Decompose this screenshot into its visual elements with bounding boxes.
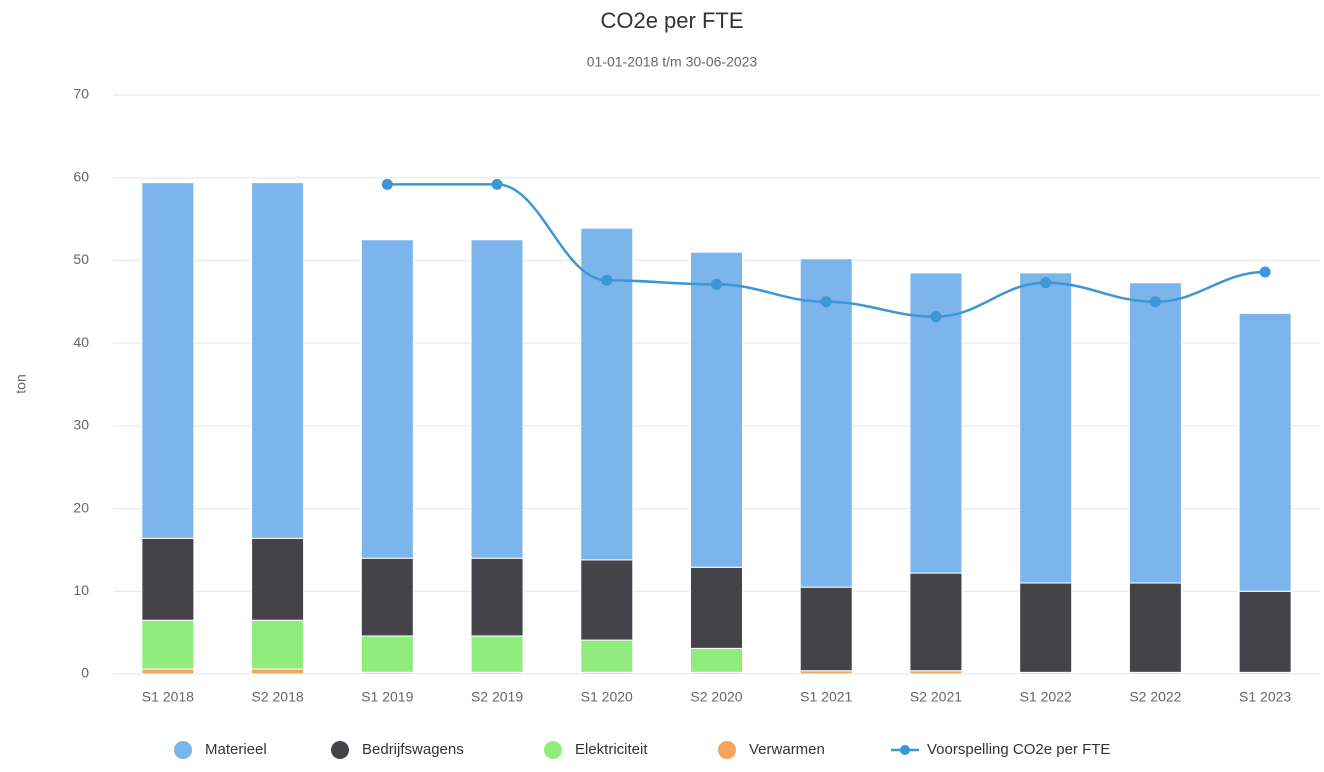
line-point [1149, 296, 1161, 308]
x-tick-label: S2 2020 [690, 689, 742, 705]
legend-label: Verwarmen [749, 741, 825, 758]
bar-segment [470, 239, 524, 559]
x-tick-label: S2 2021 [910, 689, 962, 705]
x-tick-label: S1 2018 [142, 689, 194, 705]
x-tick-label: S1 2020 [581, 689, 633, 705]
line-point [381, 178, 393, 190]
legend-symbol [544, 741, 562, 759]
y-tick-label: 70 [73, 86, 89, 102]
legend-symbol [900, 745, 910, 755]
y-tick-label: 40 [73, 334, 89, 350]
bar-segment [1019, 272, 1073, 584]
bar-segment [251, 537, 305, 621]
x-tick-label: S2 2019 [471, 689, 523, 705]
x-tick-label: S1 2023 [1239, 689, 1291, 705]
legend-label: Elektriciteit [575, 741, 648, 758]
bar-segment [1128, 582, 1182, 673]
x-tick-label: S1 2019 [361, 689, 413, 705]
bar-segment [141, 668, 195, 675]
bar-segment [1128, 282, 1182, 584]
legend-label: Bedrijfswagens [362, 741, 464, 758]
y-tick-label: 60 [73, 168, 89, 184]
bar-segment [141, 182, 195, 539]
bar-segment [360, 557, 414, 637]
bar-segment [360, 635, 414, 673]
line-point [930, 311, 942, 323]
x-tick-label: S1 2021 [800, 689, 852, 705]
bar-segment [251, 619, 305, 670]
bar-segment [141, 537, 195, 621]
legend-symbol [331, 741, 349, 759]
legend-label: Voorspelling CO2e per FTE [927, 741, 1110, 758]
y-tick-label: 30 [73, 417, 89, 433]
bar-segment [799, 258, 853, 588]
bar-segment [580, 559, 634, 641]
bar-segment [690, 647, 743, 673]
line-point [711, 278, 722, 290]
y-tick-label: 50 [73, 251, 89, 267]
bar-segment [141, 619, 195, 670]
line-point [1259, 266, 1271, 278]
chart-subtitle: 01-01-2018 t/m 30-06-2023 [587, 54, 758, 70]
x-tick-label: S2 2018 [252, 689, 304, 705]
bar-segment [1019, 582, 1073, 673]
line-point [601, 274, 613, 286]
legend-symbol [718, 741, 736, 759]
bar-segment [690, 566, 743, 649]
line-point [1040, 277, 1052, 289]
bar-segment [909, 572, 963, 672]
x-tick-label: S2 2022 [1129, 689, 1181, 705]
bar-segment [1238, 312, 1292, 592]
line-point [820, 296, 832, 308]
bar-segment [470, 635, 524, 673]
y-tick-label: 0 [81, 665, 89, 681]
bar-segment [799, 586, 853, 672]
bar-segment [360, 239, 414, 559]
bar-segment [470, 557, 524, 637]
bar-segment [580, 639, 634, 673]
bar-segment [1238, 590, 1292, 673]
y-axis-label: ton [13, 374, 29, 393]
line-point [491, 178, 503, 190]
legend-symbol [174, 741, 192, 759]
y-tick-label: 20 [73, 499, 89, 515]
y-tick-label: 10 [73, 582, 89, 598]
bar-segment [251, 182, 305, 539]
bar-segment [909, 272, 963, 574]
bar-segment [690, 251, 743, 568]
chart-title: CO2e per FTE [600, 8, 743, 33]
legend-label: Materieel [205, 741, 267, 758]
bar-segment [251, 668, 305, 675]
x-tick-label: S1 2022 [1020, 689, 1072, 705]
